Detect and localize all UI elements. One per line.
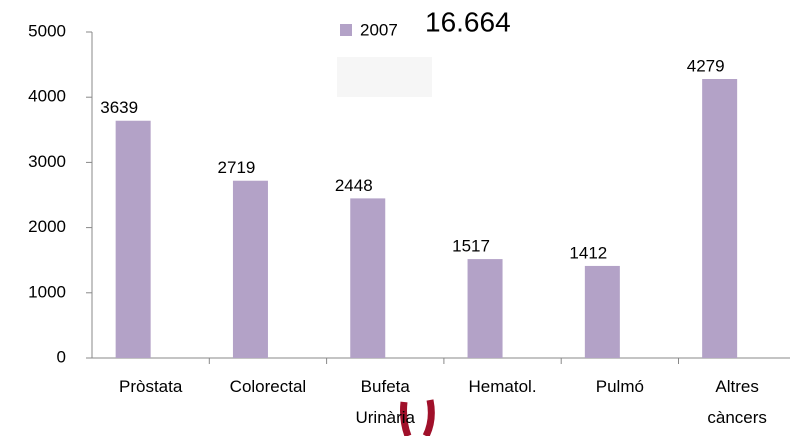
data-label: 4279 bbox=[687, 56, 725, 75]
bar bbox=[584, 265, 620, 358]
x-tick-label: Colorectal bbox=[230, 377, 307, 396]
data-label: 1412 bbox=[569, 243, 607, 262]
data-label: 3639 bbox=[100, 98, 138, 117]
x-tick-label: Bufeta Urinària bbox=[355, 377, 415, 427]
bar bbox=[115, 120, 151, 358]
y-tick-label: 2000 bbox=[28, 217, 66, 236]
y-tick-label: 3000 bbox=[28, 152, 66, 171]
x-tick-label: Altres càncers bbox=[707, 377, 767, 427]
legend-label: 2007 bbox=[360, 20, 398, 39]
x-tick-label: Pròstata bbox=[119, 377, 183, 396]
annotation: 16.664 bbox=[425, 6, 511, 37]
x-tick-label: Pulmó bbox=[596, 377, 644, 396]
data-label: 1517 bbox=[452, 237, 490, 256]
bar bbox=[467, 259, 503, 358]
decoration bbox=[422, 399, 435, 436]
y-tick-label: 0 bbox=[57, 347, 66, 366]
data-label: 2719 bbox=[218, 158, 256, 177]
background-patch bbox=[337, 57, 432, 97]
decoration bbox=[400, 401, 412, 436]
legend-swatch bbox=[340, 24, 352, 36]
y-tick-label: 1000 bbox=[28, 282, 66, 301]
bar bbox=[350, 198, 386, 358]
data-label: 2448 bbox=[335, 176, 373, 195]
x-tick-label: Hematol. bbox=[469, 377, 537, 396]
bar bbox=[232, 180, 268, 358]
y-tick-label: 5000 bbox=[28, 21, 66, 40]
bar bbox=[702, 79, 738, 358]
y-tick-label: 4000 bbox=[28, 87, 66, 106]
